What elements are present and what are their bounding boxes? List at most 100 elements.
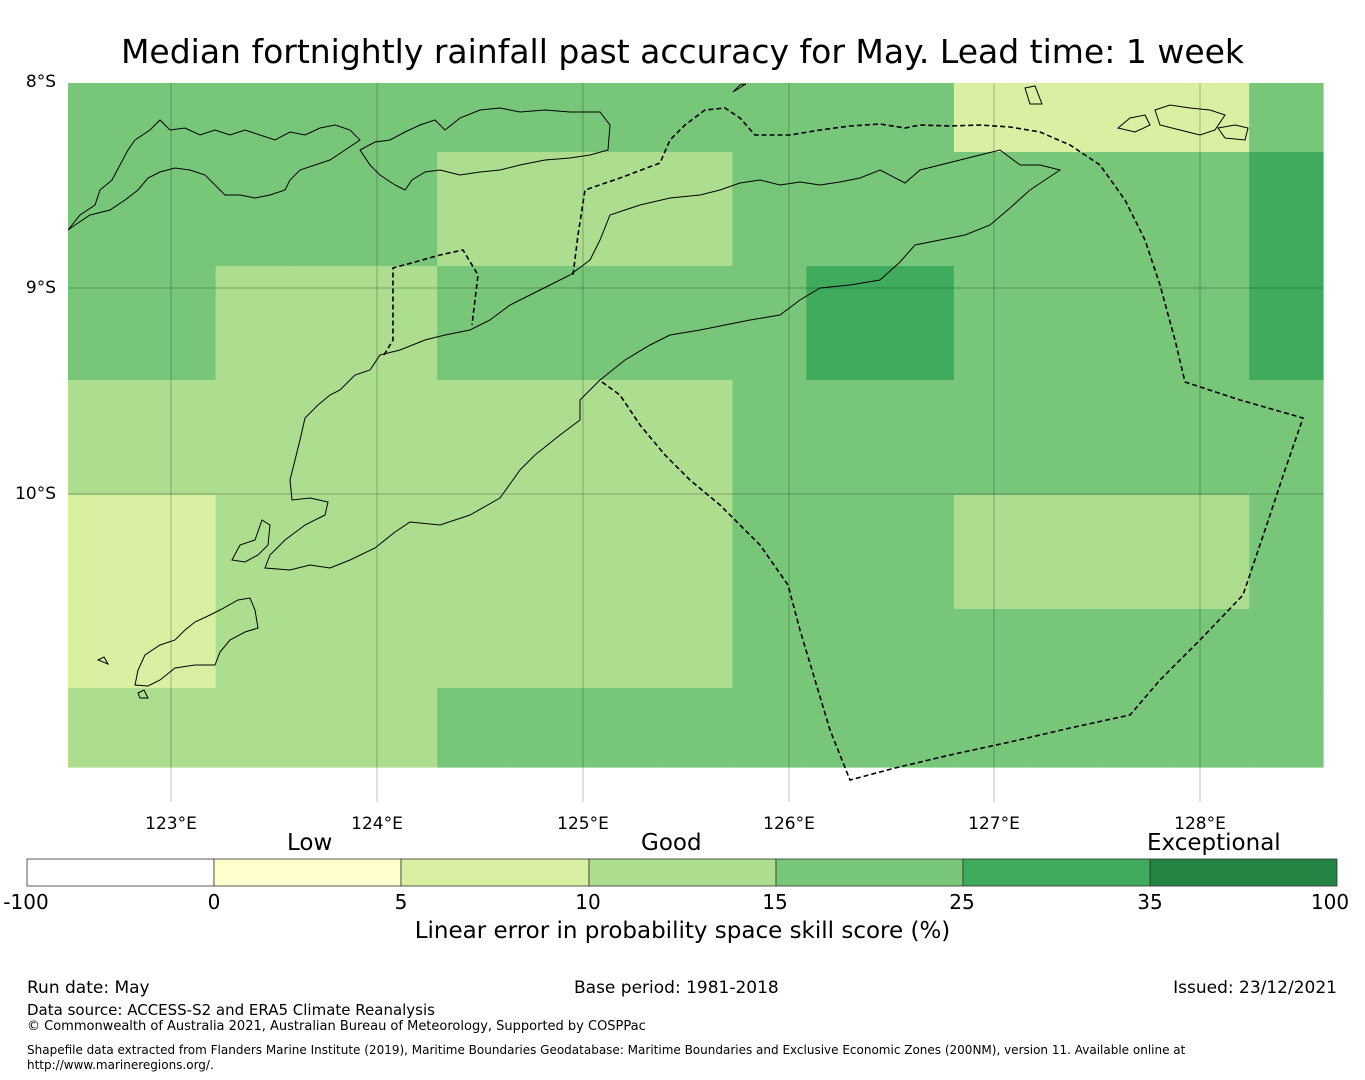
grid-cell [953,266,1029,381]
grid-cell [141,609,217,689]
grid-cell [584,688,660,768]
cb-tick-100: 100 [1310,890,1350,914]
coastlines [67,83,1249,699]
grid-cell [1175,152,1250,267]
grid-cell [658,152,734,267]
coastline-sumba [134,597,259,687]
grid-cell [437,266,512,381]
grid-cell [141,266,217,381]
grid-cell [732,152,807,267]
graticule [68,83,1323,802]
grid-cell [1101,266,1176,381]
grid-cell [1175,609,1250,689]
grid-cell [1027,688,1103,768]
grid-cell [437,609,512,689]
grid-cell [806,266,881,381]
grid-cell [510,495,586,610]
cb-tick-neg100: -100 [3,890,49,914]
grid-cell [1027,495,1103,610]
grid-cell [806,688,881,768]
grid-cell [658,266,734,381]
lon-label-124e: 124°E [351,814,403,834]
grid-cell [880,609,955,689]
grid-cell [289,152,364,267]
marineregions-url: http://www.marineregions.org/. [27,1058,214,1072]
grid-cell [1175,380,1250,496]
grid-cell [732,688,807,768]
grid-cell [732,266,807,381]
grid-cell [880,152,955,267]
lon-label-125e: 125°E [557,814,609,834]
coastline-islet-6 [732,83,747,93]
grid-cell [1101,495,1176,610]
grid-cell [880,83,955,153]
grid-cell [1101,152,1176,267]
grid-cell [732,495,807,610]
grid-cell [658,688,734,768]
grid-cell [141,495,217,610]
colorbar-segment [213,858,402,887]
grid-cell [363,688,438,768]
colorbar-label: Linear error in probability space skill … [414,918,951,944]
eez-boundary-east [572,107,1305,781]
colorbar-segment [775,858,964,887]
grid-cell [584,495,660,610]
coastline-islet-5 [137,689,149,699]
grid-cell [437,380,512,496]
grid-cell [437,495,512,610]
grid-cell [1101,609,1176,689]
category-low: Low [287,830,333,856]
grid-cell [1027,83,1103,153]
grid-cell [289,609,364,689]
grid-cell [289,266,364,381]
coastline-rote [231,519,271,563]
grid-cell [953,380,1029,496]
grid-cell [68,380,143,496]
grid-cell [215,495,291,610]
grid-cell [510,83,586,153]
grid-cell [68,152,143,267]
grid-cell [68,688,143,768]
cb-tick-10: 10 [575,890,601,914]
grid-cell [68,83,143,153]
grid-cell [215,609,291,689]
grid-cell [584,83,660,153]
grid-cell [1027,609,1103,689]
grid-cell [584,266,660,381]
grid-cell [1027,266,1103,381]
grid-cell [584,609,660,689]
colorbar-segment [1149,858,1338,887]
grid-cell [289,495,364,610]
grid-cell [510,688,586,768]
cb-tick-35: 35 [1137,890,1163,914]
grid-cell [363,83,438,153]
cb-tick-15: 15 [762,890,788,914]
grid-cell [510,609,586,689]
grid-cell [1175,83,1250,153]
copyright: © Commonwealth of Australia 2021, Austra… [27,1019,646,1034]
grid-cell [953,688,1029,768]
colorbar-segment [962,858,1151,887]
coastline-timor [264,149,1062,571]
grid-cell [1249,609,1324,689]
grid-cell [510,152,586,267]
issued-date: Issued: 23/12/2021 [1173,978,1337,998]
colorbar-segment [26,858,215,887]
grid-cell [1175,266,1250,381]
grid-cell [215,266,291,381]
grid-cell [953,83,1029,153]
grid-cell [437,83,512,153]
map-title: Median fortnightly rainfall past accurac… [120,32,1245,71]
shapefile-credit: Shapefile data extracted from Flanders M… [27,1043,1186,1057]
skill-grid [68,83,1324,768]
grid-cell [1101,83,1176,153]
lon-label-127e: 127°E [968,814,1020,834]
category-good: Good [641,830,702,856]
lon-label-126e: 126°E [763,814,815,834]
grid-cell [953,609,1029,689]
lon-label-123e: 123°E [145,814,197,834]
grid-cell [732,609,807,689]
grid-cell [1249,83,1324,153]
grid-cell [215,688,291,768]
